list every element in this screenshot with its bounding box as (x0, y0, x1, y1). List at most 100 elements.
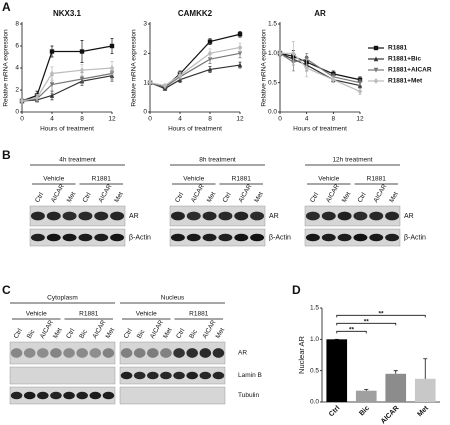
marker (304, 65, 309, 71)
blot-band (385, 211, 400, 221)
blot-band (46, 233, 61, 242)
group-label: R1881 (367, 176, 387, 183)
lane-label: Bic (26, 328, 37, 340)
x-tick-label: 8 (80, 116, 84, 123)
lane-label: Ctrl (222, 191, 233, 204)
lane-label: Bic (136, 328, 147, 340)
lane-label: Met (52, 327, 64, 340)
x-tick-label: 12 (356, 116, 364, 123)
blot-band (50, 391, 62, 400)
lane-label: Bic (78, 328, 89, 340)
lane-label: Bic (188, 328, 199, 340)
x-axis-label: Hours of treatment (168, 126, 222, 133)
blot-band (250, 233, 265, 242)
group-label: Vehicle (43, 176, 64, 183)
marker (207, 50, 213, 57)
blot-band (173, 371, 185, 380)
marker (291, 50, 296, 57)
lane-label: Met (105, 327, 117, 340)
blot-band (133, 348, 146, 358)
error-bar (423, 358, 428, 379)
blot-band (78, 211, 93, 221)
blot-band (120, 348, 133, 358)
lane-label: AICAR (325, 183, 341, 204)
row-label: β-Actin (269, 234, 291, 241)
lane-label: AICAR (190, 183, 206, 204)
significance-label: ** (378, 311, 384, 318)
y-tick-label: 0 (143, 109, 147, 116)
blot-band (89, 348, 102, 358)
blot-band (23, 348, 36, 358)
marker (34, 94, 40, 101)
marker (49, 82, 55, 88)
lane-label: AICAR (372, 183, 388, 204)
blot-band (160, 348, 172, 358)
group-label: R1881 (92, 176, 112, 183)
blot-strip (9, 341, 116, 365)
y-tick-label: 0.5 (268, 79, 277, 86)
marker (79, 67, 85, 74)
x-tick-label: 0 (148, 116, 152, 123)
blot-band (202, 233, 217, 242)
blot-band (63, 348, 75, 358)
lane-label: Ctrl (175, 327, 186, 340)
blot-band (186, 211, 201, 221)
blot-band (202, 211, 217, 221)
lane-label: Met (215, 327, 227, 340)
blot-band (37, 391, 49, 400)
marker (109, 65, 115, 71)
marker (373, 67, 379, 73)
marker (207, 66, 213, 72)
blot-band (305, 211, 320, 221)
legend-label: R1881 (388, 45, 408, 52)
blot-band (110, 211, 125, 221)
blot-band (62, 211, 77, 221)
blot-strip (119, 366, 226, 385)
y-tick-label: 0.0 (268, 109, 277, 116)
blot-band (186, 348, 198, 358)
row-label: AR (404, 213, 414, 220)
blot-strip (9, 366, 116, 385)
x-tick-label: 8 (208, 116, 212, 123)
lane-label: Met (66, 191, 78, 204)
y-tick-label: 6 (15, 43, 19, 50)
lane-label: Ctrl (123, 327, 134, 340)
significance-bracket (336, 322, 397, 326)
blot-band (353, 211, 368, 221)
blot-band (120, 371, 133, 380)
blot-band (102, 348, 115, 358)
blot-band (369, 233, 384, 242)
blot-strip (169, 205, 266, 227)
x-tick-label: 0 (278, 116, 282, 123)
significance-label: ** (364, 319, 370, 326)
legend-label: R1881+Met (388, 78, 423, 85)
y-axis-label: Nuclear AR (297, 335, 306, 374)
y-tick-label: 1.0 (310, 336, 319, 343)
y-tick-label: 2 (15, 87, 19, 94)
panel-label: C (2, 283, 11, 297)
row-label: AR (269, 213, 279, 220)
lane-label: Ctrl (34, 191, 45, 204)
lane-label: Ctrl (357, 191, 368, 204)
y-tick-label: 4 (15, 65, 19, 72)
lane-label: Ctrl (82, 191, 93, 204)
blot-strip (29, 205, 126, 227)
blot-band (89, 391, 102, 400)
significance-bracket (336, 330, 367, 334)
lane-label: Met (388, 191, 400, 204)
blot-title: 4h treatment (59, 157, 96, 164)
blot-band (385, 233, 400, 242)
x-tick-label: 12 (236, 116, 244, 123)
marker (49, 49, 55, 54)
x-tick-label: Bic (358, 405, 371, 418)
blot-strip (304, 228, 401, 247)
group-label: R1881 (189, 311, 209, 318)
legend-label: R1881+Bic (388, 56, 421, 63)
x-tick-label: Ctrl (328, 405, 342, 419)
blot-band (186, 233, 201, 242)
marker (79, 49, 85, 54)
x-tick-label: 4 (178, 116, 182, 123)
panel-label: B (2, 148, 11, 162)
lane-label: Met (113, 191, 125, 204)
y-axis-label: Relative mRNA expression (261, 29, 268, 107)
